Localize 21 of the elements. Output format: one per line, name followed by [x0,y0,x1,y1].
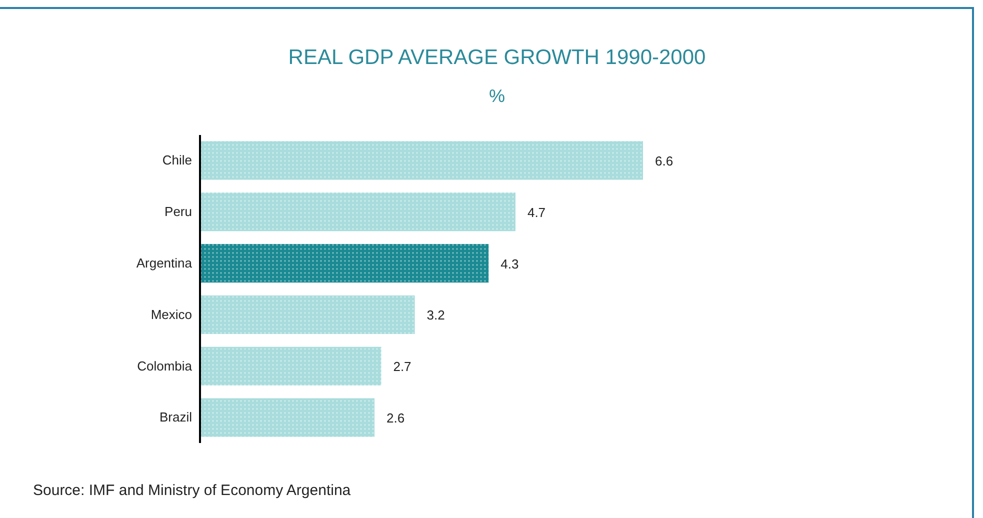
y-tick-label: Chile [162,152,192,168]
chart-title: REAL GDP AVERAGE GROWTH 1990-2000 [288,46,706,69]
data-label: 6.6 [655,153,674,168]
y-tick-label: Colombia [137,358,193,374]
chart-subtitle: % [488,86,506,106]
data-label: 3.2 [426,308,445,323]
data-label: 4.7 [527,204,546,220]
bar [200,244,489,283]
y-tick-label: Brazil [159,410,192,425]
bar [200,192,516,232]
y-tick-label: Argentina [136,255,193,270]
bar [200,141,643,180]
bar [200,346,382,386]
source-note: Source: IMF and Ministry of Economy Argentina [33,482,352,499]
y-tick-label: Mexico [150,306,192,322]
bar [200,398,375,437]
bar [200,295,415,334]
data-label: 4.3 [500,256,519,272]
data-label: 2.7 [393,359,412,374]
y-tick-label: Peru [164,204,192,220]
data-label: 2.6 [386,410,405,426]
